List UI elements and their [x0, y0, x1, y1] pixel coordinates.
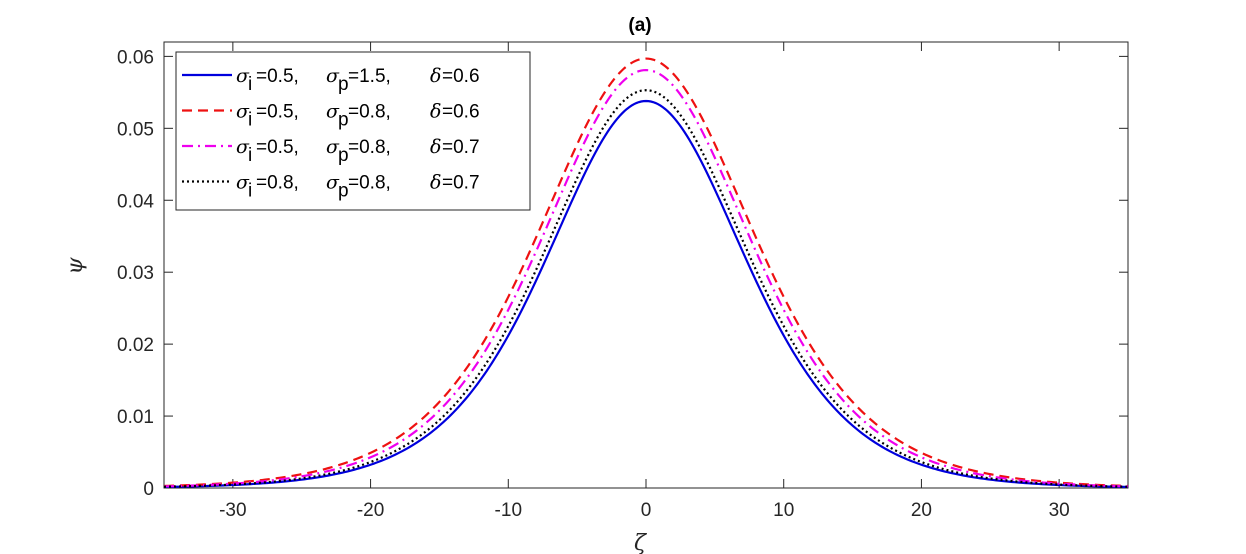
legend-label-s2: σ [326, 65, 340, 87]
x-axis-label: ζ [634, 531, 648, 554]
x-tick-label: -10 [495, 500, 522, 521]
legend-label-v1: =0.5, [256, 102, 299, 123]
y-tick-label: 0.06 [117, 47, 154, 68]
legend-label-v2: =0.8, [348, 102, 391, 123]
legend-label-sub2: p [338, 110, 349, 131]
legend-label-s1: σ [236, 65, 250, 87]
legend-label-v1: =0.5, [256, 137, 299, 158]
y-tick-label: 0.04 [117, 191, 154, 212]
legend-label-sub2: p [338, 145, 349, 166]
x-tick-label: 30 [1049, 500, 1070, 521]
legend-label-s1: σ [236, 136, 250, 158]
x-tick-label: 20 [911, 500, 932, 521]
legend-label-s3: δ [430, 65, 441, 87]
legend-label-s1: σ [236, 101, 250, 123]
legend-label-sub1: i [248, 110, 252, 131]
x-tick-label: 10 [773, 500, 794, 521]
legend-label-s3: δ [430, 136, 441, 158]
y-axis-label: ψ [63, 257, 88, 275]
series-group [163, 57, 1129, 489]
legend-label-sub2: p [338, 74, 349, 95]
legend-label-s3: δ [430, 101, 441, 123]
legend-label-s2: σ [326, 101, 340, 123]
chart-title: (a) [628, 15, 651, 36]
x-axis-ticks: -30 -20 -10 0 10 20 30 [219, 42, 1070, 521]
series-line-3 [163, 68, 1129, 488]
series-line-4 [163, 89, 1129, 488]
legend-label-sub1: i [248, 145, 252, 166]
y-tick-label: 0.03 [117, 263, 154, 284]
legend-label-v2: =0.8, [348, 137, 391, 158]
legend: σ i =0.5, σ p =1.5, δ =0.6σ i =0.5, σ p =0.8, δ =0.6σ i… [175, 51, 531, 211]
legend-label-s1: σ [236, 172, 250, 194]
y-tick-label: 0.05 [117, 119, 154, 140]
legend-label-v1: =0.8, [256, 173, 299, 194]
legend-label-s2: σ [326, 172, 340, 194]
legend-label-v3: =0.7 [442, 137, 480, 158]
legend-label-v2: =1.5, [348, 66, 391, 87]
y-tick-label: 0 [143, 479, 154, 500]
y-axis-ticks: 0 0.01 0.02 0.03 0.04 0.05 0.06 [117, 47, 1128, 500]
legend-label-v2: =0.8, [348, 173, 391, 194]
legend-label-s2: σ [326, 136, 340, 158]
y-tick-label: 0.01 [117, 407, 154, 428]
legend-box [175, 51, 531, 211]
legend-label-v1: =0.5, [256, 66, 299, 87]
x-tick-label: -30 [219, 500, 246, 521]
y-tick-label: 0.02 [117, 335, 154, 356]
series-line-2 [163, 57, 1129, 488]
legend-label-sub2: p [338, 181, 349, 202]
x-tick-label: -20 [357, 500, 384, 521]
legend-label-v3: =0.6 [442, 102, 480, 123]
legend-label-sub1: i [248, 181, 252, 202]
legend-label-v3: =0.7 [442, 173, 480, 194]
legend-label-v3: =0.6 [442, 66, 480, 87]
legend-label-s3: δ [430, 172, 441, 194]
legend-label-sub1: i [248, 74, 252, 95]
x-tick-label: 0 [641, 500, 652, 521]
series-line-1 [163, 99, 1129, 489]
